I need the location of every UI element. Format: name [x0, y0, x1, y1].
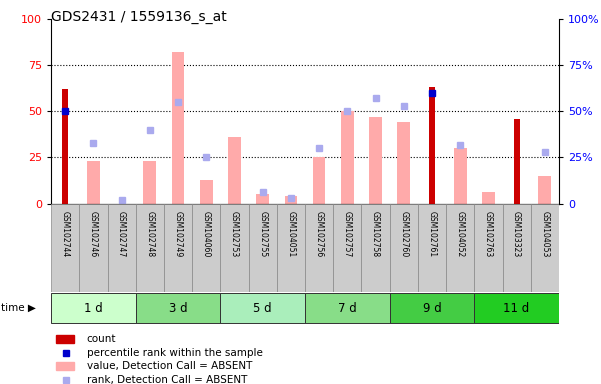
Bar [474, 293, 559, 323]
Bar [474, 204, 502, 292]
Bar [429, 88, 435, 204]
Text: 9 d: 9 d [423, 302, 441, 314]
Bar [361, 204, 389, 292]
Bar [305, 204, 333, 292]
Bar [531, 204, 559, 292]
Bar [397, 122, 410, 204]
Bar [341, 111, 353, 204]
Bar [62, 89, 69, 204]
Text: GSM102753: GSM102753 [230, 210, 239, 257]
Text: 1 d: 1 d [84, 302, 103, 314]
Bar [418, 204, 446, 292]
Text: 7 d: 7 d [338, 302, 357, 314]
Bar [51, 204, 79, 292]
Bar [87, 161, 100, 204]
Bar [56, 335, 74, 343]
Text: percentile rank within the sample: percentile rank within the sample [87, 348, 263, 358]
Bar [538, 176, 551, 204]
Text: GSM102756: GSM102756 [314, 210, 323, 257]
Bar [257, 194, 269, 204]
Bar [389, 293, 474, 323]
Bar [369, 117, 382, 204]
Text: GSM102746: GSM102746 [89, 210, 98, 257]
Text: GSM102748: GSM102748 [145, 210, 154, 257]
Text: GSM103323: GSM103323 [512, 210, 521, 257]
Bar [313, 157, 326, 204]
Text: GSM104053: GSM104053 [540, 210, 549, 257]
Bar [108, 204, 136, 292]
Bar [249, 204, 277, 292]
Bar [192, 204, 221, 292]
Bar [228, 137, 241, 204]
Text: value, Detection Call = ABSENT: value, Detection Call = ABSENT [87, 361, 252, 371]
Bar [144, 161, 156, 204]
Text: rank, Detection Call = ABSENT: rank, Detection Call = ABSENT [87, 375, 247, 384]
Bar [172, 52, 185, 204]
Bar [136, 204, 164, 292]
Bar [454, 148, 466, 204]
Bar [200, 180, 213, 204]
Bar [482, 192, 495, 204]
Text: GSM104051: GSM104051 [287, 210, 296, 257]
Text: GSM102760: GSM102760 [399, 210, 408, 257]
Text: time ▶: time ▶ [1, 303, 36, 313]
Bar [333, 204, 361, 292]
Bar [513, 119, 520, 204]
Text: GSM104052: GSM104052 [456, 210, 465, 257]
Text: GSM102747: GSM102747 [117, 210, 126, 257]
Bar [51, 293, 136, 323]
Text: GSM102763: GSM102763 [484, 210, 493, 257]
Bar [446, 204, 474, 292]
Text: GSM102744: GSM102744 [61, 210, 70, 257]
Bar [305, 293, 389, 323]
Bar [79, 204, 108, 292]
Bar [277, 204, 305, 292]
Text: count: count [87, 334, 116, 344]
Text: GSM102757: GSM102757 [343, 210, 352, 257]
Text: 5 d: 5 d [254, 302, 272, 314]
Bar [389, 204, 418, 292]
Bar [221, 204, 249, 292]
Text: GSM102749: GSM102749 [174, 210, 183, 257]
Text: GSM104060: GSM104060 [202, 210, 211, 257]
Text: GSM102761: GSM102761 [427, 210, 436, 257]
Bar [164, 204, 192, 292]
Bar [284, 196, 297, 204]
Text: GSM102755: GSM102755 [258, 210, 267, 257]
Text: 3 d: 3 d [169, 302, 188, 314]
Bar [136, 293, 221, 323]
Text: GSM102758: GSM102758 [371, 210, 380, 257]
Bar [56, 362, 74, 370]
Text: 11 d: 11 d [504, 302, 529, 314]
Bar [221, 293, 305, 323]
Text: GDS2431 / 1559136_s_at: GDS2431 / 1559136_s_at [51, 10, 227, 23]
Bar [502, 204, 531, 292]
